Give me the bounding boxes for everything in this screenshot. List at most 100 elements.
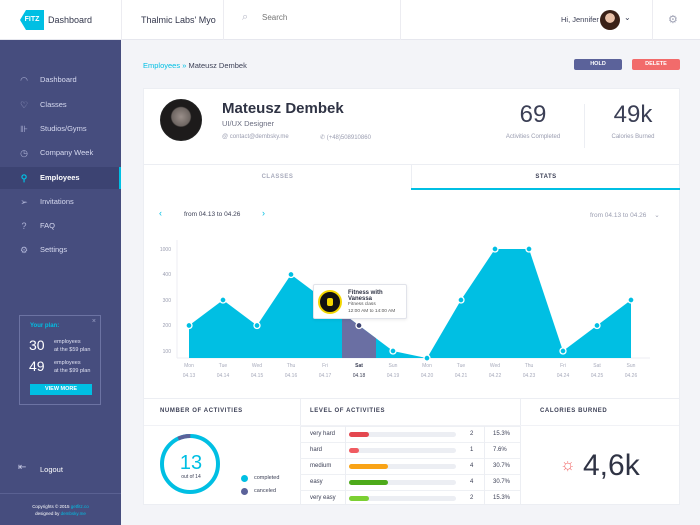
settings-gear-icon[interactable]: ⚙ (668, 14, 678, 26)
range-dropdown[interactable]: from 04.13 to 04.26 ⌄ (590, 212, 660, 219)
x-tick-day: Sun (389, 363, 398, 369)
level-row: medium 4 30.7% (300, 458, 520, 474)
delete-button[interactable]: DELETE (632, 59, 680, 70)
activities-title: NUMBER OF ACTIVITIES (160, 408, 243, 414)
greeting: Hi, Jennifer (561, 15, 599, 24)
data-point (287, 270, 295, 279)
copyright-link[interactable]: getfitz.co (70, 504, 89, 509)
sidebar-item-dashboard[interactable]: ◠ Dashboard (0, 69, 121, 91)
level-row: very easy 2 15.3% (300, 490, 520, 506)
company-name[interactable]: Thalmic Labs' Myo (141, 15, 216, 25)
data-point (253, 321, 261, 330)
plan-count: 49 (29, 358, 45, 374)
tab-classes[interactable]: CLASSES (261, 174, 294, 180)
logout-link[interactable]: Logout (40, 465, 63, 474)
x-tick-date: 04.15 (251, 373, 264, 379)
level-label: very easy (310, 495, 336, 501)
plan-desc: employees at the $59 plan (54, 339, 91, 353)
heart-icon: ♡ (19, 100, 29, 110)
logout-icon[interactable]: ⇤ (18, 462, 27, 473)
x-tick-day: Sat (355, 363, 363, 369)
level-count: 4 (470, 463, 474, 469)
email[interactable]: @ contact@dembsky.me (222, 134, 289, 140)
data-point (423, 354, 431, 362)
plan-desc: employees at the $99 plan (54, 360, 91, 374)
question-icon: ? (21, 221, 27, 231)
level-row: easy 4 30.7% (300, 474, 520, 490)
sidebar-item-label: Dashboard (40, 75, 77, 84)
tab-stats[interactable]: STATS (411, 165, 680, 189)
area-series (189, 249, 631, 359)
sidebar-item-classes[interactable]: ♡ Classes (0, 94, 121, 116)
x-tick-date: 04.20 (421, 373, 434, 379)
flame-icon: ☼ (560, 455, 576, 474)
copyright: Copyrights © 2015 getfitz.co designed by… (32, 504, 89, 516)
x-tick-day: Wed (490, 363, 500, 369)
search-input[interactable] (262, 13, 382, 22)
sidebar-item-employees[interactable]: ⚲ Employees (0, 167, 121, 189)
close-icon[interactable]: × (91, 318, 96, 325)
x-tick-day: Thu (525, 363, 534, 369)
phone[interactable]: ✆ (+48)508910860 (320, 135, 371, 141)
level-bar-fill (349, 432, 369, 437)
user-avatar[interactable] (600, 10, 620, 30)
x-tick-day: Tue (457, 363, 466, 369)
breadcrumb-employees[interactable]: Employees (143, 61, 181, 70)
level-count: 4 (470, 479, 474, 485)
data-point (491, 245, 499, 253)
chart-tooltip: Fitness with Vanessa Fitness class 12:00… (313, 284, 407, 319)
level-pct: 15.3% (493, 495, 511, 501)
data-point (355, 321, 363, 330)
x-tick-day: Thu (287, 363, 296, 369)
sidebar-item-label: Classes (40, 100, 67, 109)
level-pct: 15.3% (493, 431, 511, 437)
fitz-logo[interactable]: FITZ (20, 10, 44, 30)
x-tick-date: 04.26 (625, 373, 638, 379)
data-point (185, 321, 193, 330)
x-tick-date: 04.13 (183, 373, 196, 379)
data-point (457, 296, 465, 304)
sidebar-item-label: FAQ (40, 221, 56, 230)
next-range-icon[interactable]: › (262, 208, 265, 218)
highlighted-day-band (342, 312, 376, 358)
activities-value: 13 (179, 452, 203, 474)
sidebar-item-label: Studios/Gyms (40, 124, 87, 133)
x-tick-date: 04.25 (591, 373, 604, 379)
y-tick-label: 100 (163, 349, 172, 355)
data-point (219, 296, 227, 304)
sidebar-item-company-week[interactable]: ◷ Company Week (0, 142, 121, 164)
hold-button[interactable]: HOLD (574, 59, 622, 70)
sidebar-item-label: Employees (40, 173, 80, 182)
at-icon: @ (222, 134, 229, 140)
prev-range-icon[interactable]: ‹ (159, 208, 162, 218)
calories-value: 4,6k (583, 449, 640, 482)
legend-completed: completed (254, 475, 280, 481)
x-tick-date: 04.16 (285, 373, 298, 379)
data-point (559, 347, 567, 355)
x-tick-date: 04.24 (557, 373, 570, 379)
x-tick-day: Sun (627, 363, 636, 369)
y-tick-label: 300 (163, 298, 172, 304)
sidebar-item-invitations[interactable]: ➢ Invitations (0, 191, 121, 213)
x-tick-day: Mon (184, 363, 194, 369)
sidebar-item-settings[interactable]: ⚙ Settings (0, 239, 121, 261)
x-tick-date: 04.14 (217, 373, 230, 379)
level-pct: 7.6% (493, 447, 507, 453)
level-row: very hard 2 15.3% (300, 426, 520, 442)
sidebar-item-studios-gyms[interactable]: ⊪ Studios/Gyms (0, 118, 121, 140)
tab-active-indicator (411, 188, 680, 190)
activities-completed-value: 69 (519, 101, 547, 128)
designer-link[interactable]: dembsky.me (60, 511, 86, 516)
view-more-button[interactable]: VIEW MORE (30, 384, 92, 395)
x-tick-date: 04.17 (319, 373, 332, 379)
breadcrumb: Employees » Mateusz Dembek (143, 61, 247, 70)
level-count: 2 (470, 495, 474, 501)
x-tick-date: 04.21 (455, 373, 468, 379)
search-icon: ⌕ (242, 11, 249, 23)
x-tick-day: Fri (560, 363, 566, 369)
level-label: easy (310, 479, 323, 485)
sidebar-item-label: Company Week (40, 148, 94, 157)
chevron-down-icon[interactable]: ⌄ (624, 13, 631, 22)
employees-icon: ⚲ (20, 173, 28, 183)
sidebar-item-faq[interactable]: ? FAQ (0, 215, 121, 237)
